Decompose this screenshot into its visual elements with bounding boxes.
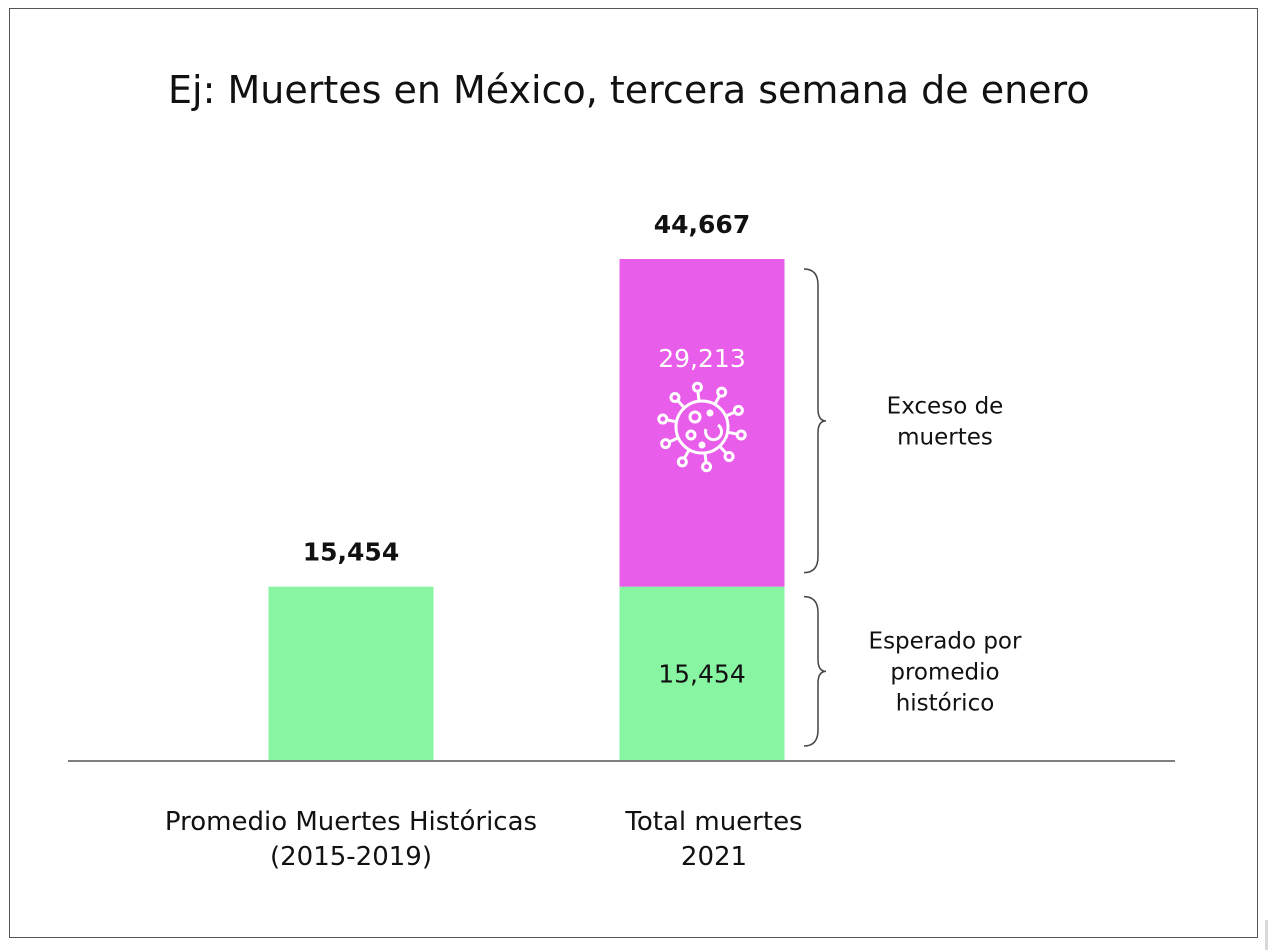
bars-group [268,259,785,760]
annotation-text: Esperado por [869,628,1022,654]
annotation-text: Exceso de [887,393,1004,419]
annotation-text: muertes [897,424,993,450]
corner-mark [1265,920,1268,950]
chart-title: Ej: Muertes en México, tercera semana de… [168,68,1090,112]
annotation-text: histórico [896,690,995,716]
bar-segment [619,259,785,587]
bar-total-label: 44,667 [654,210,750,239]
x-tick-label: Total muertes [624,807,802,837]
virus-icon [657,381,747,473]
x-tick-labels: Promedio Muertes Históricas (2015-2019) To… [165,807,803,872]
segment-value-label: 29,213 [658,344,745,373]
x-tick-label: Promedio Muertes Históricas [165,807,537,837]
labels-group: 15,454 15,454 29,213 44,667 [303,210,750,688]
segment-value-label: 15,454 [658,659,745,688]
brace [803,595,827,747]
x-tick-label: (2015-2019) [270,842,432,872]
annotations-group: Exceso de muertes Esperado por promedio hist… [803,268,1022,747]
x-tick-label: 2021 [681,842,747,872]
bar-segment [619,586,785,760]
bar-segment [268,586,434,760]
annotation-text: promedio [890,659,999,685]
bar-total-label: 15,454 [303,538,399,567]
brace [803,268,827,574]
